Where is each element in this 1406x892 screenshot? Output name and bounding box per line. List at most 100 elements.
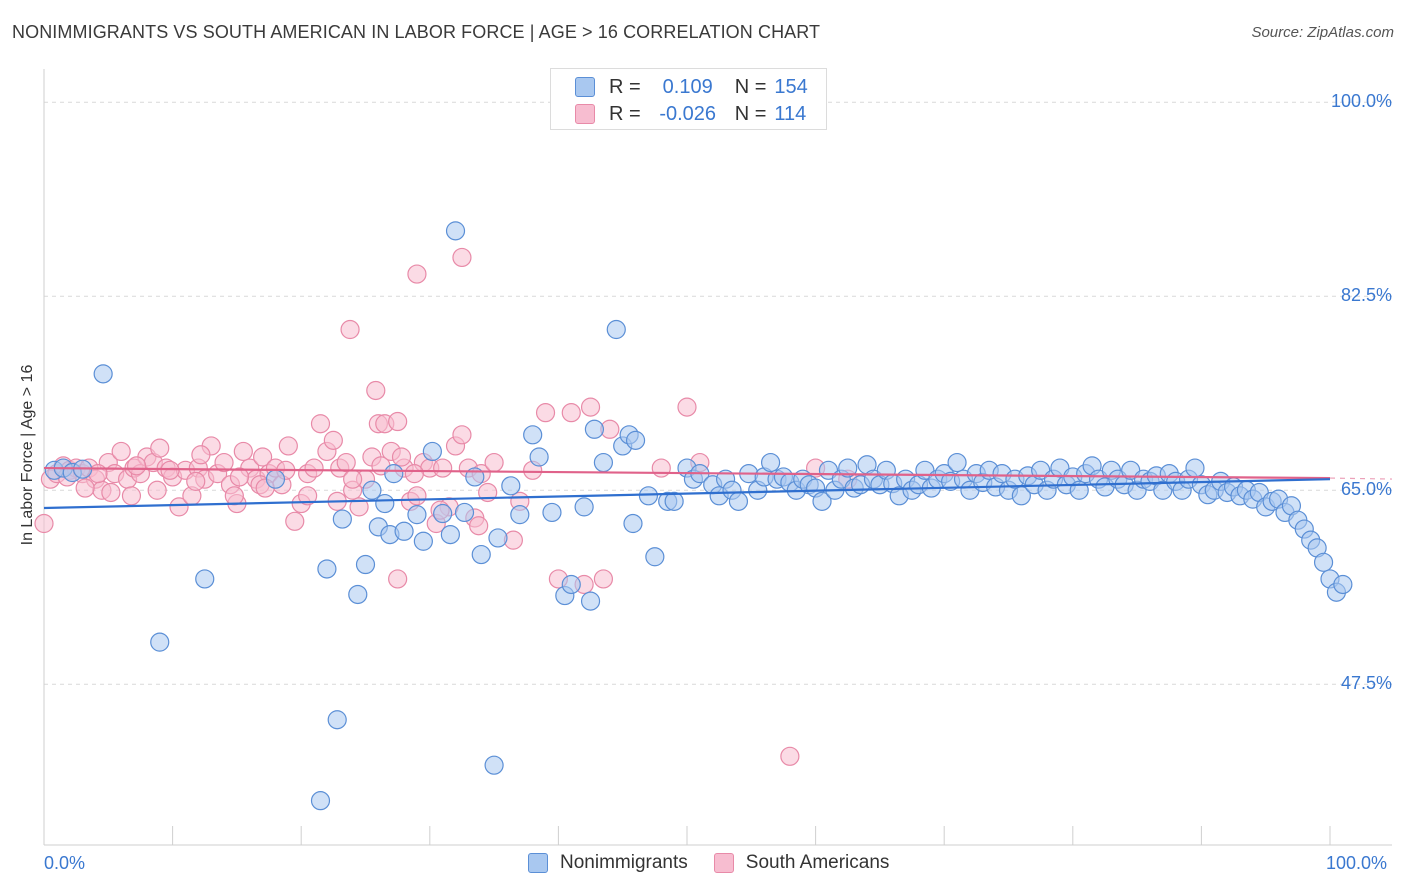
south-americans-point (298, 486, 318, 506)
nonimmigrants-point (638, 486, 659, 506)
r-label: R = (609, 102, 641, 125)
nonimmigrants-point (384, 464, 404, 484)
south-americans-point (452, 247, 472, 268)
nonimmigrants-point (93, 364, 113, 384)
nonimmigrants-point (580, 591, 601, 611)
nonimmigrants-point (593, 452, 614, 473)
nonimmigrants-point (433, 503, 453, 524)
nonimmigrants-point (407, 505, 427, 525)
nonimmigrants-point (445, 221, 466, 241)
n-label: N = (734, 75, 767, 98)
nonimmigrants-point (728, 491, 749, 511)
south-americans-point (343, 469, 363, 489)
nonimmigrants-point (454, 502, 475, 523)
south-americans-point (388, 569, 408, 589)
nonimmigrants-point (812, 491, 832, 511)
n-value: 154 (774, 75, 808, 98)
south-americans-point (34, 513, 54, 534)
south-americans-point (169, 497, 189, 517)
south-americans-point (278, 436, 298, 456)
nonimmigrants-point (606, 319, 626, 340)
south-americans-point (101, 482, 121, 503)
y-tick-label: 47.5% (1340, 673, 1392, 694)
south-americans-point (214, 452, 234, 473)
y-tick-label: 100.0% (1330, 91, 1392, 112)
south-americans-point (391, 447, 412, 467)
nonimmigrants-point (510, 505, 530, 525)
south-americans-point (651, 458, 671, 478)
south-americans-point (388, 411, 408, 432)
nonimmigrants-point (327, 710, 347, 730)
nonimmigrants-point (471, 544, 491, 565)
nonimmigrants-point (645, 547, 665, 567)
south-americans-point (404, 464, 424, 484)
blue-swatch (528, 853, 548, 873)
south-americans-point (469, 516, 489, 536)
south-americans-point (121, 486, 142, 506)
nonimmigrants-point (623, 513, 643, 534)
nonimmigrants-point (355, 554, 376, 575)
south-americans-point (580, 397, 601, 417)
r-value: 0.109 (662, 75, 713, 98)
r-label: R = (609, 75, 641, 98)
south-americans-point (191, 445, 211, 465)
nonimmigrants-point (625, 430, 646, 450)
grid-lines (44, 101, 1392, 685)
nonimmigrants-point (584, 419, 605, 439)
axes (43, 69, 1392, 846)
nonimmigrants-point (542, 502, 562, 523)
south-americans-point (407, 486, 427, 506)
legend-item-south-americans[interactable]: South Americans (713, 852, 889, 874)
nonimmigrants-point (561, 574, 581, 595)
nonimmigrants-point (664, 491, 684, 511)
south-americans-point (323, 430, 343, 450)
legend-item-nonimmigrants[interactable]: Nonimmigrants (528, 852, 688, 874)
y-tick-label: 82.5% (1340, 285, 1392, 306)
series-legend: Nonimmigrants South Americans (528, 852, 915, 874)
south-americans-point (677, 397, 697, 417)
nonimmigrants-point (195, 569, 215, 589)
nonimmigrants-point (348, 584, 368, 605)
legend-row-south-americans: R = -0.026 N = 114 (575, 101, 806, 127)
south-americans-point (147, 480, 167, 500)
south-americans-point (561, 403, 581, 423)
r-value: -0.026 (659, 102, 717, 125)
nonimmigrants-point (317, 559, 337, 579)
nonimmigrants-point (523, 425, 543, 445)
nonimmigrants-point (394, 521, 414, 541)
nonimmigrants-point (1333, 574, 1353, 595)
y-axis-label: In Labor Force | Age > 16 (19, 364, 36, 546)
south-americans-point (75, 478, 95, 498)
south-americans-trend-line (43, 466, 1331, 480)
nonimmigrants-point (574, 497, 594, 517)
nonimmigrants-point (310, 791, 331, 811)
south-americans-point (780, 746, 800, 766)
south-americans-point (229, 467, 250, 487)
south-americans-point (336, 452, 356, 473)
nonimmigrants-point (838, 458, 858, 478)
nonimmigrants-point (1313, 552, 1334, 572)
nonimmigrants-point (422, 441, 442, 462)
trend-lines (43, 466, 1393, 510)
source-label: Source: ZipAtlas.com (1251, 24, 1394, 41)
south-americans-point (484, 452, 504, 473)
south-americans-point (433, 458, 453, 478)
south-americans-point (304, 458, 324, 478)
south-americans-point (535, 403, 556, 423)
south-americans-point (160, 460, 180, 480)
nonimmigrants-point (362, 480, 382, 500)
nonimmigrants-point (760, 452, 781, 473)
nonimmigrants-point (1185, 458, 1205, 478)
nonimmigrants-point (265, 469, 286, 489)
nonimmigrants-point (440, 524, 460, 545)
south-americans-point (253, 447, 273, 467)
south-americans-point (593, 569, 614, 589)
south-americans-point (407, 264, 427, 284)
legend-row-nonimmigrants: R = 0.109 N = 154 (575, 74, 808, 100)
nonimmigrants-point (332, 509, 352, 529)
pink-swatch (713, 853, 734, 873)
n-value: 114 (774, 102, 807, 125)
south-americans-point (224, 486, 244, 506)
south-americans-point (186, 471, 206, 491)
